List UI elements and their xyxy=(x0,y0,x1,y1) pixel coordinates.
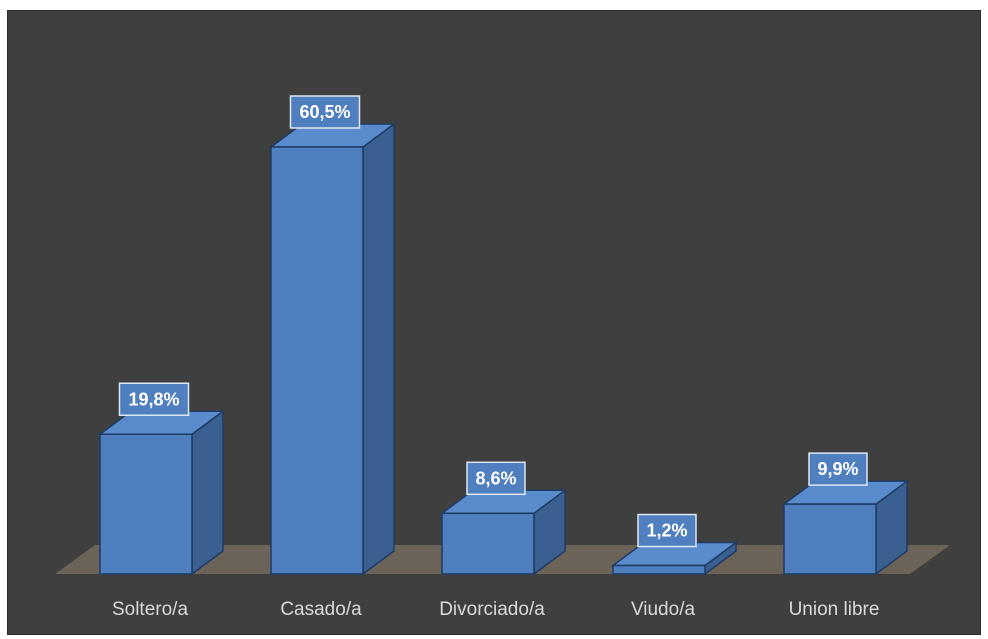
data-label: 1,2% xyxy=(637,513,697,548)
bar xyxy=(610,541,739,576)
data-label-text: 19,8% xyxy=(128,389,179,409)
bar xyxy=(439,488,568,576)
data-label-text: 8,6% xyxy=(475,468,516,488)
bar-front-face xyxy=(441,512,535,575)
bar xyxy=(268,122,397,576)
bar-front-face xyxy=(99,433,193,575)
x-tick-label: Soltero/a xyxy=(112,599,188,620)
x-tick-label: Divorciado/a xyxy=(439,599,545,620)
data-label: 8,6% xyxy=(466,461,526,496)
bar xyxy=(781,479,910,576)
x-tick-label: Casado/a xyxy=(280,599,362,620)
data-label: 19,8% xyxy=(118,382,190,417)
data-label: 9,9% xyxy=(808,452,868,486)
bar-front-face xyxy=(270,146,364,575)
data-label: 60,5% xyxy=(289,95,361,129)
bar-side-face xyxy=(191,409,224,576)
data-labels-group: 19,8% 60,5% 8,6% 1,2% 9,9% xyxy=(118,95,868,548)
data-label-text: 9,9% xyxy=(817,459,858,479)
bar-front-face xyxy=(612,564,706,575)
x-tick-label: Viudo/a xyxy=(631,599,696,620)
bars-group xyxy=(97,122,910,576)
bar xyxy=(97,409,226,576)
x-axis-tick-labels: Soltero/a Casado/a Divorciado/a Viudo/a Unio… xyxy=(112,599,879,620)
data-label-box xyxy=(808,452,868,486)
data-label-box xyxy=(118,382,190,417)
data-label-box xyxy=(466,461,526,496)
x-tick-label: Union libre xyxy=(789,599,880,620)
data-label-box xyxy=(637,513,697,548)
data-label-box xyxy=(289,95,361,129)
bar-front-face xyxy=(783,503,877,575)
bar-side-face xyxy=(362,122,395,576)
data-label-text: 1,2% xyxy=(646,521,687,541)
data-label-text: 60,5% xyxy=(299,102,350,122)
